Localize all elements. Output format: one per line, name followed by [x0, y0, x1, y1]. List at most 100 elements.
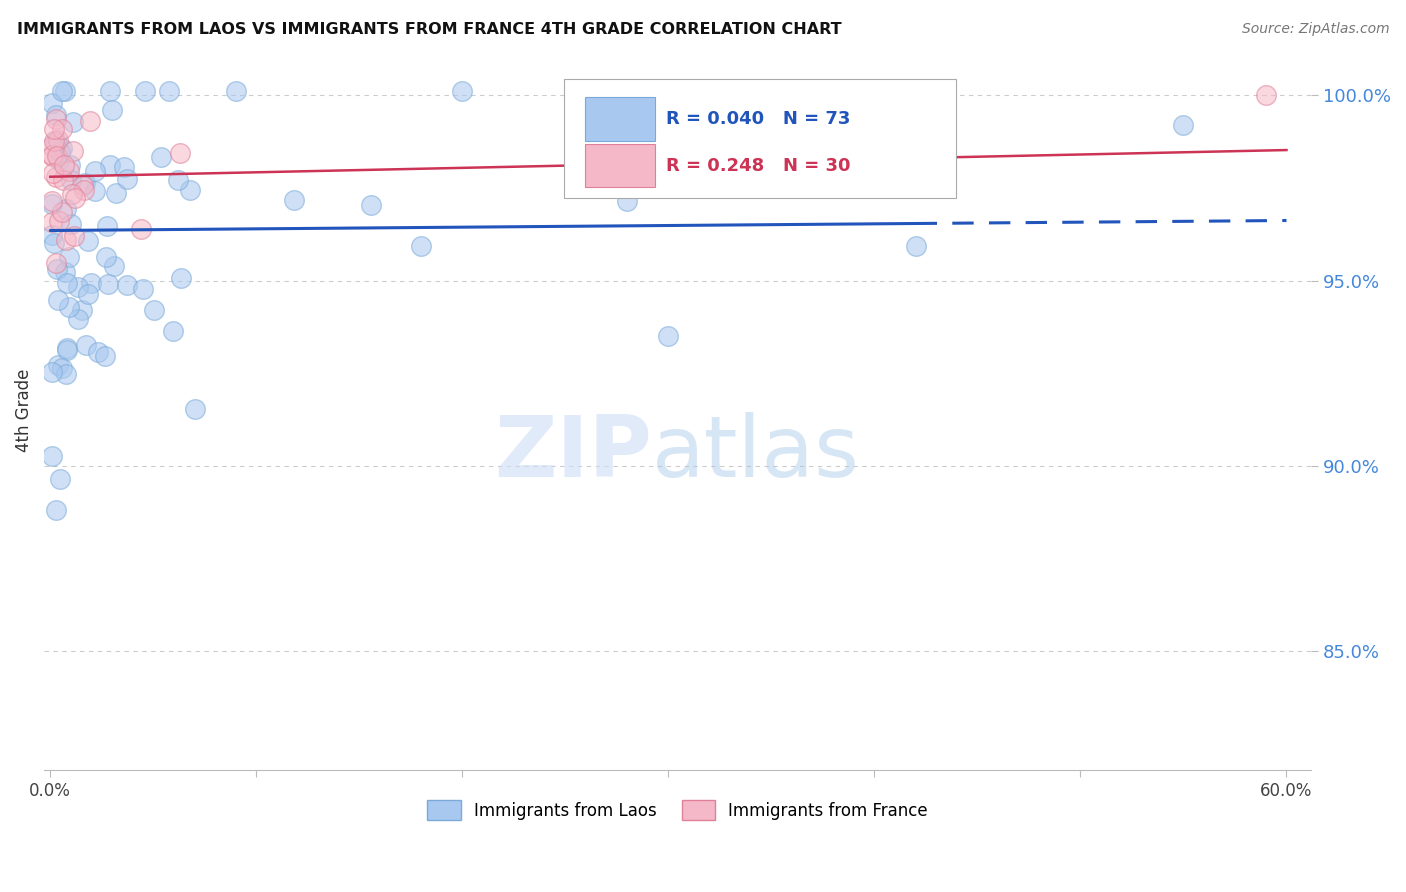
Text: atlas: atlas [652, 412, 860, 495]
Point [142, 303, 165, 318]
Point [60, 217, 83, 231]
Point [98, 85, 121, 99]
Point [41, 214, 63, 228]
FancyBboxPatch shape [585, 145, 655, 187]
Point [73, 176, 96, 190]
Point [84, 164, 107, 178]
Text: IMMIGRANTS FROM LAOS VS IMMIGRANTS FROM FRANCE 4TH GRADE CORRELATION CHART: IMMIGRANTS FROM LAOS VS IMMIGRANTS FROM … [17, 22, 842, 37]
Point [48, 153, 70, 168]
Point [67, 312, 90, 326]
Point [41, 148, 63, 162]
Point [51, 85, 73, 99]
Text: Source: ZipAtlas.com: Source: ZipAtlas.com [1241, 22, 1389, 37]
Point [41, 197, 63, 211]
Point [63, 191, 86, 205]
Point [134, 85, 156, 99]
Point [112, 160, 135, 174]
Point [41, 228, 63, 243]
Point [225, 85, 247, 99]
Point [46, 133, 69, 147]
Point [45, 256, 67, 270]
Point [45, 108, 67, 122]
Point [56, 276, 79, 290]
Point [616, 194, 638, 208]
Point [41, 365, 63, 379]
Point [59, 158, 82, 172]
Point [132, 281, 155, 295]
Point [79, 277, 101, 291]
Point [170, 270, 193, 285]
Point [41, 96, 63, 111]
Point [46, 358, 69, 372]
Point [115, 172, 138, 186]
Point [48, 472, 70, 486]
Point [51, 141, 73, 155]
Point [45, 503, 67, 517]
Point [55, 368, 77, 382]
Point [105, 186, 128, 201]
Point [157, 85, 180, 99]
Point [56, 341, 79, 355]
Point [411, 239, 433, 253]
Text: ZIP: ZIP [495, 412, 652, 495]
Point [53, 85, 76, 99]
Y-axis label: 4th Grade: 4th Grade [15, 368, 32, 452]
Point [59, 173, 82, 187]
Point [60, 187, 83, 202]
Point [94, 251, 117, 265]
FancyBboxPatch shape [564, 79, 956, 198]
Point [41, 449, 63, 463]
Point [657, 329, 679, 343]
Point [55, 202, 77, 217]
Point [94, 350, 117, 364]
Point [96, 219, 118, 234]
Point [41, 149, 63, 163]
Point [62, 145, 84, 159]
Point [42, 121, 65, 136]
Point [76, 338, 98, 352]
Point [52, 158, 75, 172]
Point [72, 178, 94, 192]
Point [51, 204, 73, 219]
Point [51, 121, 73, 136]
Point [48, 214, 70, 228]
Point [84, 184, 107, 198]
Point [166, 172, 188, 186]
Point [42, 135, 65, 149]
Point [73, 183, 96, 197]
Point [45, 134, 67, 148]
Point [46, 293, 69, 307]
Point [115, 277, 138, 292]
Point [66, 280, 89, 294]
Point [45, 149, 67, 163]
Point [55, 234, 77, 248]
Point [169, 146, 191, 161]
Point [53, 264, 76, 278]
Point [1173, 118, 1195, 132]
Point [62, 115, 84, 129]
Point [360, 198, 382, 212]
Point [56, 343, 79, 358]
Point [79, 114, 101, 128]
Point [49, 145, 72, 159]
Point [77, 286, 100, 301]
Point [183, 401, 205, 416]
Point [103, 259, 125, 273]
Point [45, 262, 67, 277]
Point [42, 235, 65, 250]
Point [129, 222, 152, 236]
Point [45, 112, 67, 127]
Point [41, 194, 63, 209]
Legend: Immigrants from Laos, Immigrants from France: Immigrants from Laos, Immigrants from Fr… [420, 794, 935, 826]
Point [283, 193, 305, 207]
Point [44, 169, 66, 184]
Point [179, 183, 201, 197]
FancyBboxPatch shape [585, 97, 655, 141]
Point [58, 250, 80, 264]
Point [101, 103, 124, 117]
Point [51, 360, 73, 375]
Text: R = 0.248   N = 30: R = 0.248 N = 30 [666, 157, 851, 175]
Point [42, 166, 65, 180]
Point [162, 324, 184, 338]
Point [76, 234, 98, 248]
